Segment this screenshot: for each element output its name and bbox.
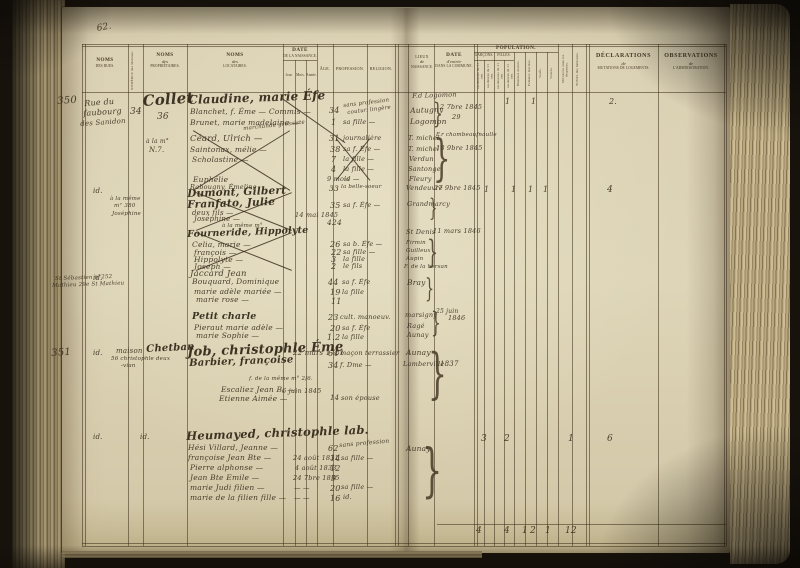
header-text: DE LA NAISSANCE. — [283, 53, 317, 58]
table-rule-vertical — [589, 44, 590, 546]
table-rule-vertical — [572, 44, 573, 546]
header-date-entree: DATE d'entrée DANS LA COMMUNE. — [434, 52, 474, 69]
header-jour: Jour. — [285, 73, 293, 77]
table-rule-vertical — [283, 44, 284, 546]
table-rule-vertical — [367, 44, 368, 546]
table-rule-vertical — [395, 44, 396, 546]
header-filles-sub2: au-dessus de 21 ans. — [506, 63, 514, 89]
table-rule-vertical — [726, 44, 727, 546]
header-veufs: Veufs. — [538, 68, 542, 78]
header-noms-rues: NOMS DES RUES. — [82, 57, 128, 68]
left-page-stack-edge — [12, 0, 65, 568]
right-page-stack-edge — [730, 4, 790, 564]
header-text: MUTATIONS DE LOGEMENTS. — [597, 66, 650, 71]
header-text: LOCATAIRES. — [223, 64, 247, 69]
table-rule-vertical — [504, 60, 505, 546]
table-rule-horizontal — [283, 60, 317, 61]
header-garcons: GARÇONS. — [474, 53, 494, 57]
header-femmes-mariees: Femmes mariées. — [527, 59, 531, 87]
table-rule-vertical — [477, 44, 478, 546]
header-population: POPULATION. — [496, 45, 536, 51]
table-rule-horizontal — [82, 44, 726, 45]
table-rule-vertical — [536, 52, 537, 546]
table-rule-horizontal — [437, 524, 726, 525]
header-garcons-sub2: au-dessus de 21 ans. — [486, 63, 494, 89]
table-rule-vertical — [586, 44, 587, 546]
header-age: ÂGE. — [319, 66, 331, 71]
header-declarations: DÉCLARATIONS de MUTATIONS DE LOGEMENTS. — [589, 53, 658, 71]
header-text: L'ADMINISTRATION. — [672, 66, 710, 71]
table-rule-vertical — [474, 44, 475, 546]
table-rule-horizontal — [82, 46, 726, 47]
table-rule-vertical — [85, 44, 86, 546]
header-text: OBSERVATIONS — [664, 53, 718, 59]
table-rule-vertical — [82, 44, 83, 546]
header-text: DANS LA COMMUNE. — [435, 64, 473, 69]
header-militaires: Militaires sous les drapeaux. — [561, 54, 569, 84]
table-rule-vertical — [398, 44, 399, 546]
table-rule-vertical — [333, 44, 334, 546]
table-rule-vertical — [187, 44, 188, 546]
header-text: PROPRIÉTAIRES. — [150, 64, 180, 69]
header-veuves: Veuves. — [549, 66, 553, 80]
table-rule-vertical — [143, 44, 144, 546]
header-filles-sub1: au-dessous de 21 ans. — [496, 62, 504, 90]
table-rule-vertical — [434, 44, 435, 546]
table-rule-vertical — [547, 52, 548, 546]
header-numeros: NUMÉROS des Maisons. — [130, 50, 134, 90]
table-rule-vertical — [658, 44, 659, 546]
table-rule-vertical — [514, 52, 515, 546]
table-rule-horizontal — [82, 546, 726, 547]
table-rule-vertical — [484, 60, 485, 546]
table-rule-vertical — [494, 52, 495, 546]
table-rule-vertical — [558, 44, 559, 546]
header-total-habitants: TOTAL des habitants. — [575, 52, 579, 86]
header-hommes-maries: Hommes mariés. — [516, 60, 520, 86]
header-religion: RELIGION. — [369, 66, 393, 71]
header-garcons-sub1: au-dessous de 21 ans. — [476, 62, 484, 90]
table-rule-vertical — [306, 60, 307, 546]
header-profession: PROFESSION. — [335, 66, 365, 71]
header-text: NAISSANCE. — [410, 64, 434, 69]
register-page — [62, 7, 730, 553]
table-rule-vertical — [408, 44, 409, 546]
table-rule-vertical — [525, 52, 526, 546]
header-locataires: NOMS des LOCATAIRES. — [187, 52, 283, 69]
table-rule-horizontal — [82, 543, 726, 544]
table-rule-vertical — [295, 60, 296, 546]
header-observations: OBSERVATIONS de L'ADMINISTRATION. — [658, 53, 724, 71]
header-date-naissance: DATE DE LA NAISSANCE. — [283, 47, 317, 58]
header-filles: FILLES. — [497, 53, 511, 57]
header-annee: Année. — [306, 73, 317, 77]
header-mois: Mois. — [296, 73, 305, 77]
bottom-page-edge — [62, 551, 482, 558]
table-rule-horizontal — [82, 92, 726, 93]
header-proprietaires: NOMS des PROPRIÉTAIRES. — [143, 52, 187, 69]
header-lieux-naissance: LIEUX de NAISSANCE. — [410, 54, 434, 69]
table-rule-vertical — [317, 44, 318, 546]
header-text: DES RUES. — [95, 63, 115, 68]
header-text: DÉCLARATIONS — [595, 53, 652, 59]
table-rule-vertical — [128, 44, 129, 546]
table-rule-vertical — [724, 44, 725, 546]
